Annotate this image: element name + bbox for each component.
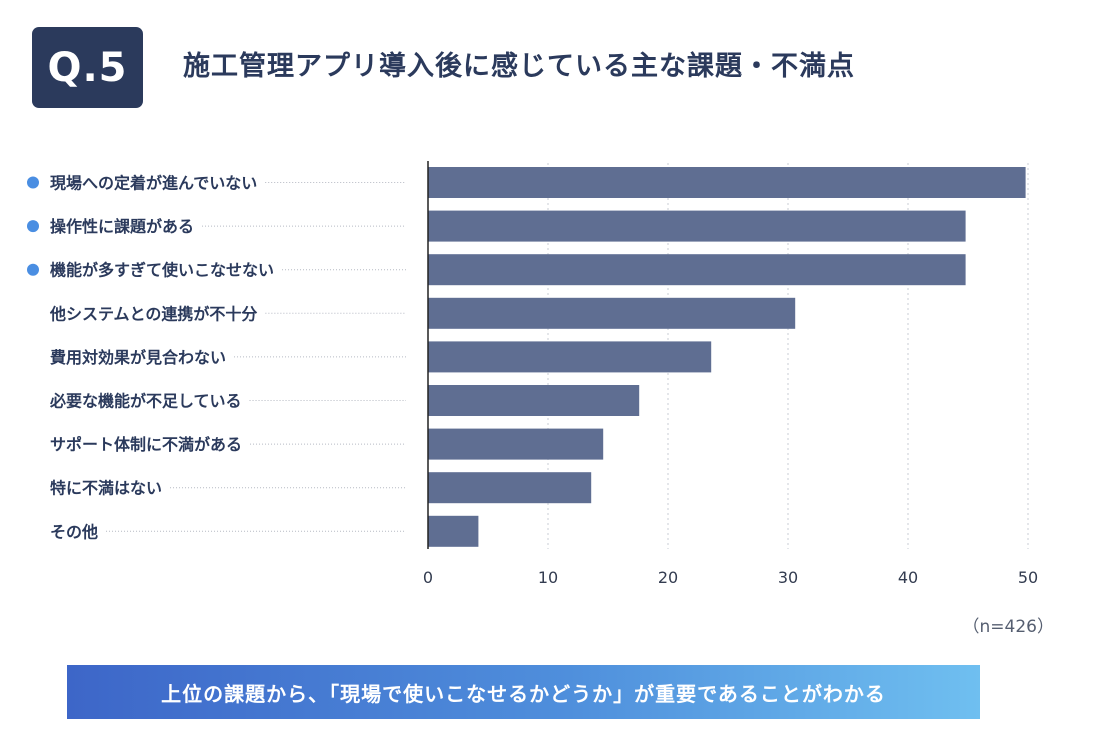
category-label: 特に不満はない <box>50 479 162 498</box>
highlight-dot-icon <box>27 220 39 233</box>
bar <box>428 385 640 416</box>
sample-size-note: （n=426） <box>962 617 1054 637</box>
category-label: 機能が多すぎて使いこなせない <box>50 261 274 280</box>
category-label: その他 <box>50 522 98 541</box>
highlight-dot-icon <box>27 176 39 189</box>
category-label: 費用対効果が見合わない <box>50 348 226 367</box>
bar <box>428 515 479 547</box>
highlight-dot-icon <box>27 263 39 276</box>
chart-title: 施工管理アプリ導入後に感じている主な課題・不満点 <box>183 51 855 82</box>
category-label: 操作性に課題がある <box>50 217 194 236</box>
bar <box>428 167 1026 198</box>
x-tick-label: 20 <box>658 568 678 587</box>
x-tick-label: 30 <box>778 568 798 587</box>
bar <box>428 254 966 286</box>
x-tick-label: 50 <box>1018 568 1038 587</box>
category-label: 現場への定着が進んでいない <box>50 174 257 193</box>
x-tick-label: 0 <box>423 568 433 587</box>
bar <box>428 297 796 329</box>
category-label: サポート体制に不満がある <box>50 435 242 454</box>
category-label: 必要な機能が不足している <box>49 392 242 411</box>
x-tick-label: 40 <box>898 568 918 587</box>
bar <box>428 472 592 504</box>
bar <box>428 341 712 373</box>
x-tick-label: 10 <box>538 568 558 587</box>
question-number-badge: Q.5 <box>32 27 143 108</box>
bar <box>428 428 604 460</box>
bar <box>428 210 966 242</box>
category-label: 他システムとの連携が不十分 <box>49 304 257 323</box>
conclusion-banner: 上位の課題から、「現場で使いこなせるかどうか」が重要であることがわかる <box>67 665 980 719</box>
